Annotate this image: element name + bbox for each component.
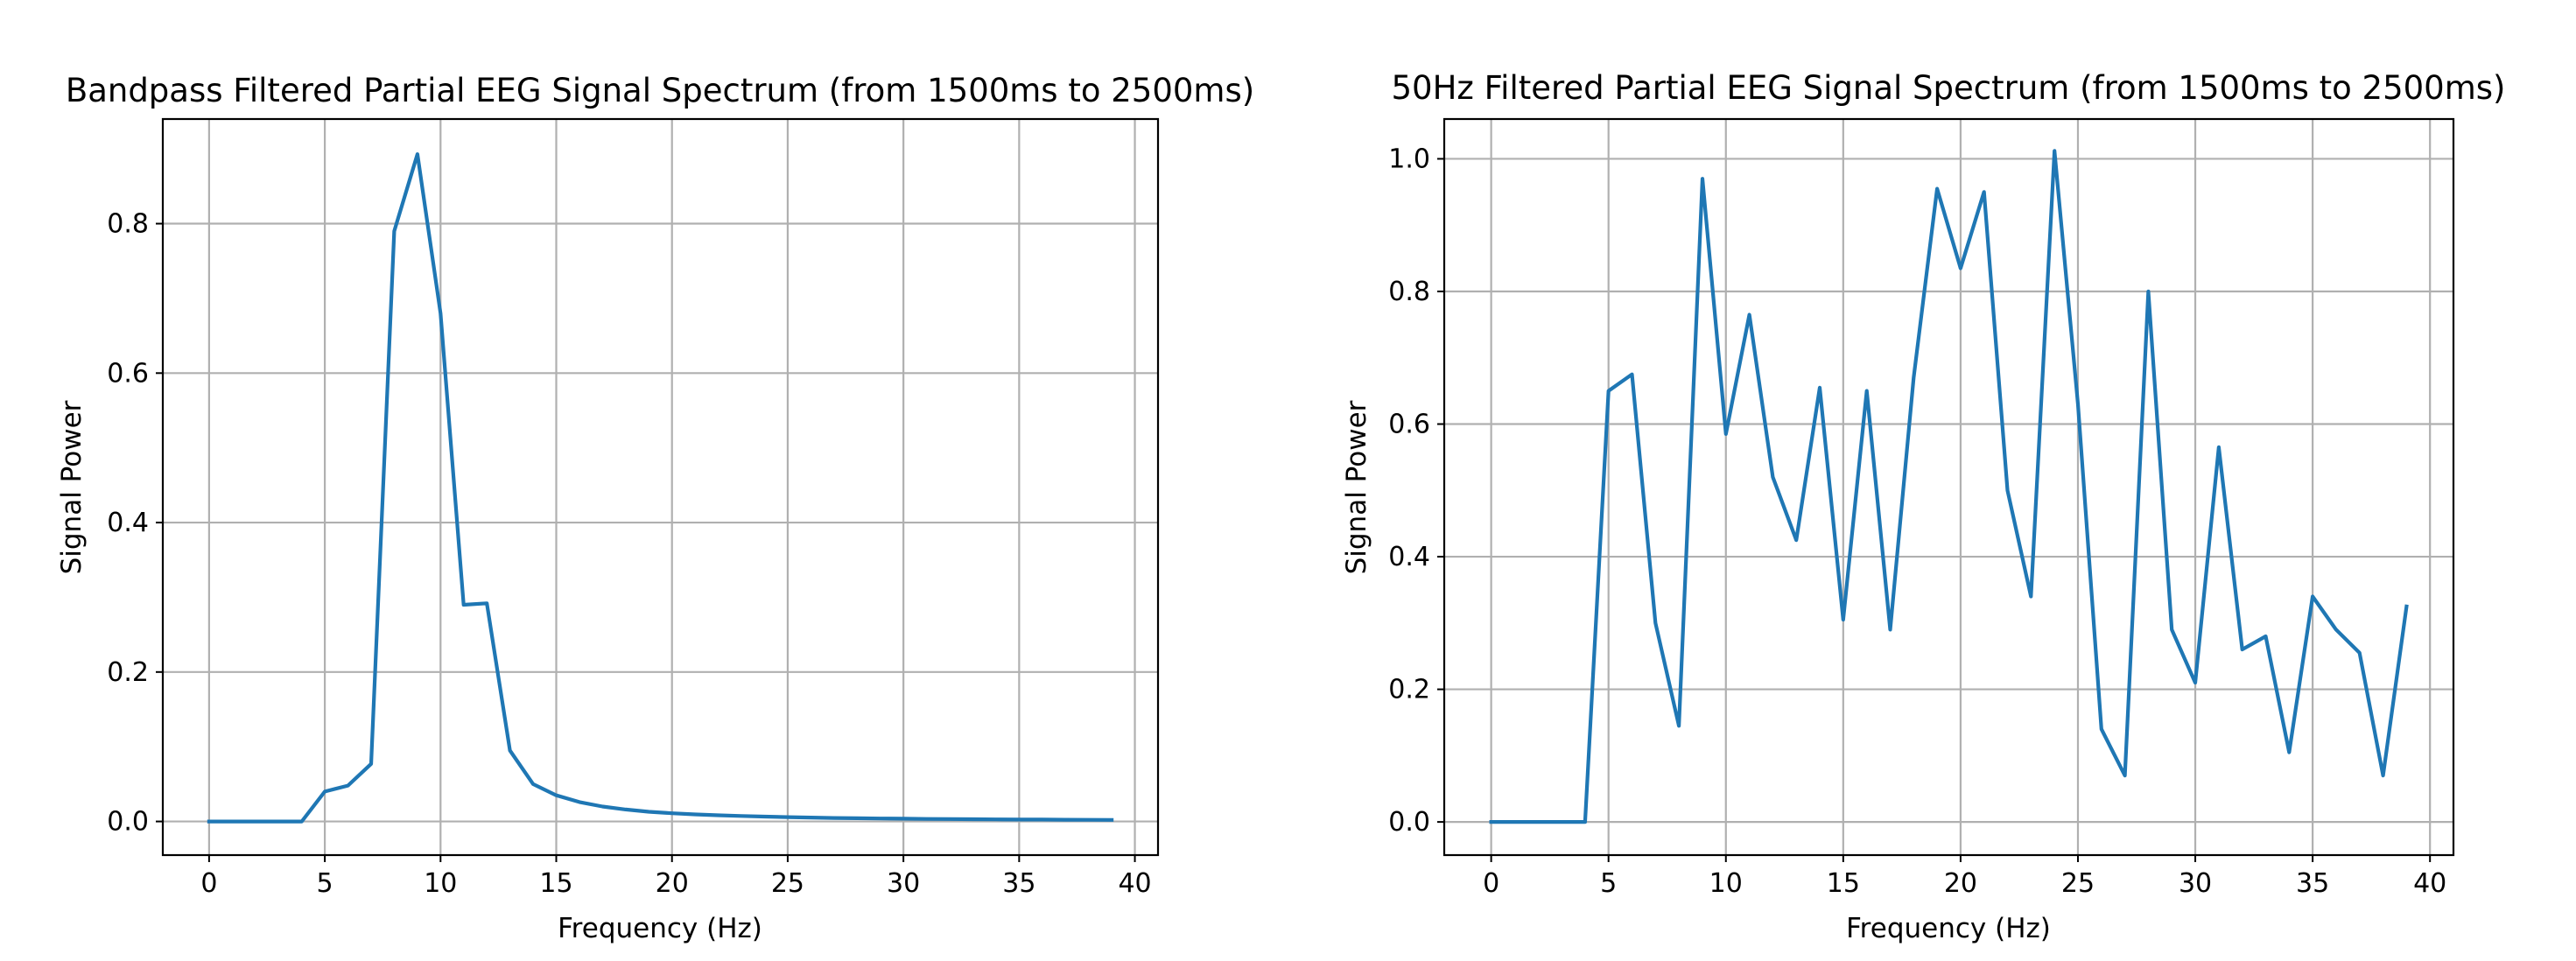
x-tick-label: 25 [771,868,804,899]
y-tick-label: 0.8 [1388,277,1430,307]
x-tick-label: 40 [1118,868,1151,899]
y-tick-label: 0.4 [107,508,149,538]
chart-50hz-spectrum: 50Hz Filtered Partial EEG Signal Spectru… [1341,69,2505,944]
x-tick-label: 20 [656,868,689,899]
x-tick-label: 10 [424,868,457,899]
y-tick-label: 0.6 [1388,410,1430,440]
x-tick-label: 5 [1600,868,1617,899]
series-line [1489,149,2409,824]
x-tick-label: 35 [1002,868,1035,899]
x-tick-label: 15 [539,868,572,899]
x-tick-label: 30 [2179,868,2212,899]
axis-ticks: 0 5 10 15 20 25 30 35 40 0.0 0.2 0.4 0.6 0.8 [107,209,1151,899]
y-tick-label: 0.4 [1388,542,1430,572]
y-tick-label: 0.2 [1388,675,1430,705]
axis-ticks: 0 5 10 15 20 25 30 35 40 0.0 0.2 0.4 0.6 0.8 1.0 [1388,144,2446,899]
y-tick-label: 1.0 [1388,144,1430,174]
series-line [207,152,1114,824]
x-tick-label: 20 [1944,868,1977,899]
x-tick-label: 35 [2296,868,2329,899]
series-lines [1489,149,2409,824]
x-tick-label: 30 [887,868,920,899]
y-axis-label: Signal Power [56,400,88,574]
plot-frame [1442,117,2455,857]
x-tick-label: 5 [317,868,333,899]
x-tick-label: 0 [1483,868,1499,899]
grid-lines [1444,119,2453,855]
chart-bandpass-spectrum: Bandpass Filtered Partial EEG Signal Spe… [56,72,1254,944]
x-tick-label: 10 [1709,868,1743,899]
x-tick-label: 0 [200,868,217,899]
chart-title: 50Hz Filtered Partial EEG Signal Spectru… [1392,69,2506,107]
y-tick-label: 0.8 [107,209,149,240]
x-axis-label: Frequency (Hz) [1846,913,2051,944]
y-axis-label: Signal Power [1341,400,1372,574]
y-tick-label: 0.6 [107,358,149,389]
grid-lines [163,119,1158,855]
x-tick-label: 15 [1827,868,1860,899]
y-tick-label: 0.0 [1388,807,1430,838]
x-axis-label: Frequency (Hz) [558,913,762,944]
x-tick-label: 25 [2061,868,2095,899]
y-tick-label: 0.2 [107,657,149,688]
y-tick-label: 0.0 [107,807,149,838]
chart-title: Bandpass Filtered Partial EEG Signal Spe… [66,72,1254,109]
plot-frame [161,117,1160,857]
x-tick-label: 40 [2413,868,2446,899]
series-lines [207,152,1114,824]
